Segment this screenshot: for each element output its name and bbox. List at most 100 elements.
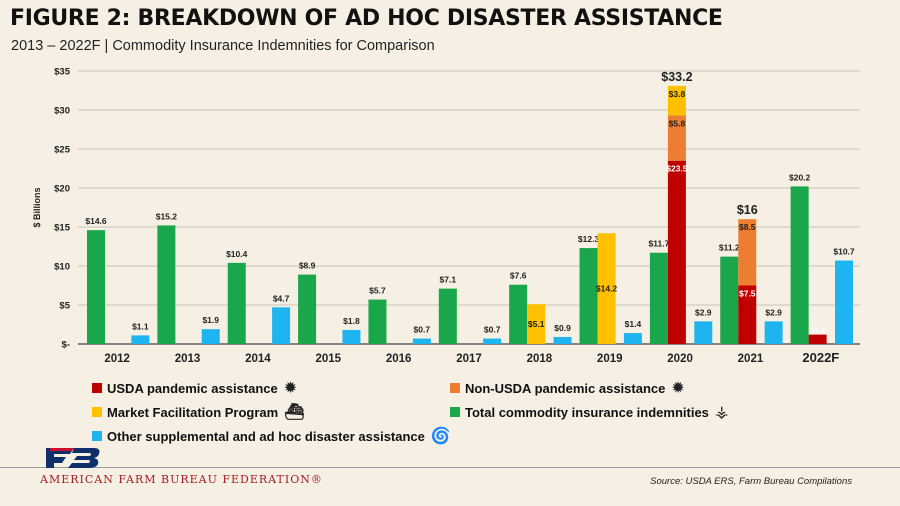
legend-swatch [450, 383, 460, 393]
y-tick-label: $20 [54, 184, 70, 195]
bar-usda_pandemic [808, 334, 827, 344]
bar-chart: $- $5 $10 $15 $20 $25 $30 $35 $ Billions $14.6 $1.… [32, 67, 860, 365]
legend-item-other: Other supplemental and ad hoc disaster a… [92, 426, 451, 446]
x-tick-label: 2017 [456, 353, 482, 365]
data-label: $0.9 [554, 323, 571, 333]
wheat-icon: ⚶ [714, 404, 729, 421]
data-label: $15.2 [156, 211, 178, 221]
data-label: $1.2 [810, 326, 825, 335]
bar-commodity [298, 274, 317, 344]
data-label: $7.5 [739, 289, 756, 299]
data-label: $7.1 [440, 275, 457, 285]
bar-other [553, 336, 572, 344]
organization-name: AMERICAN FARM BUREAU FEDERATION® [40, 473, 323, 486]
data-label: $4.7 [273, 293, 290, 303]
legend-label: USDA pandemic assistance [107, 380, 278, 396]
data-label: $14.2 [596, 284, 618, 294]
x-tick-label: 2020 [667, 353, 693, 365]
chart-title: FIGURE 2: BREAKDOWN OF AD HOC DISASTER A… [10, 6, 723, 31]
y-tick-label: $30 [54, 106, 70, 117]
bar-usda_pandemic [738, 285, 757, 344]
legend-swatch [92, 431, 102, 441]
bar-other [412, 338, 431, 344]
bar-commodity [368, 299, 387, 344]
data-label: $23.5 [666, 164, 688, 174]
x-tick-label: 2022F [802, 350, 839, 365]
footer-divider [0, 467, 900, 468]
data-label: $0.7 [484, 325, 501, 335]
chart-subtitle: 2013 – 2022F | Commodity Insurance Indem… [11, 38, 435, 54]
data-label: $2.9 [765, 307, 782, 317]
legend-label: Non-USDA pandemic assistance [465, 380, 666, 396]
bar-commodity [87, 230, 105, 344]
bar-mfp [667, 85, 686, 116]
y-tick-label: $25 [54, 145, 71, 156]
x-tick-label: 2014 [245, 353, 271, 365]
bar-mfp [597, 233, 616, 344]
data-label: $10.4 [226, 249, 248, 259]
bar-non_usda_pandemic [738, 219, 757, 286]
x-tick-label: 2016 [386, 353, 412, 365]
data-label: $5.1 [528, 319, 545, 329]
bar-other [694, 321, 713, 344]
data-label: $12.3 [578, 234, 600, 244]
bar-mfp [527, 304, 546, 344]
data-label: $5.7 [369, 286, 386, 296]
bar-other [342, 329, 361, 344]
y-tick-label: $15 [54, 223, 71, 234]
bar-commodity [509, 284, 528, 344]
data-label: $0.7 [414, 325, 431, 335]
bar-other [764, 321, 783, 344]
hurricane-icon: 🌀 [430, 428, 451, 445]
x-tick-label: 2012 [104, 353, 130, 365]
bar-other [201, 329, 220, 344]
x-tick-label: 2015 [315, 353, 341, 365]
bar-other [483, 338, 502, 344]
bar-commodity [790, 186, 809, 344]
data-label: $3.8 [669, 89, 686, 99]
bar-other [623, 333, 642, 344]
legend-item-usda_pandemic: USDA pandemic assistance ✹ [92, 378, 297, 398]
data-label: $14.6 [85, 216, 107, 226]
total-label: $33.2 [661, 70, 692, 84]
y-tick-label: $5 [59, 301, 70, 312]
data-label: $5.8 [669, 118, 686, 128]
bar-commodity [438, 288, 457, 344]
legend-label: Market Facilitation Program [107, 404, 279, 420]
data-label: $2.9 [695, 307, 712, 317]
data-label: $1.8 [343, 316, 360, 326]
y-axis-label: $ Billions [32, 187, 42, 227]
bar-other [835, 260, 853, 344]
data-label: $10.7 [833, 247, 855, 257]
legend-swatch [450, 407, 460, 417]
legend-item-commodity: Total commodity insurance indemnities ⚶ [450, 402, 729, 422]
data-label: $20.2 [789, 172, 811, 182]
virus-icon: ✹ [671, 380, 685, 397]
legend-swatch [92, 407, 102, 417]
x-tick-label: 2019 [597, 353, 623, 365]
y-tick-label: $- [62, 340, 70, 351]
legend-label: Other supplemental and ad hoc disaster a… [107, 428, 425, 444]
y-tick-label: $35 [54, 67, 71, 78]
data-label: $1.4 [625, 319, 642, 329]
bar-other [272, 307, 291, 344]
data-label: $1.1 [132, 321, 149, 331]
total-label: $16 [737, 203, 758, 217]
virus-icon: ✹ [283, 380, 298, 397]
fb-logo-icon [46, 448, 100, 468]
bar-commodity [720, 256, 739, 344]
cargo-ship-icon: ⛴ [284, 404, 305, 421]
data-label: $1.9 [202, 315, 219, 325]
data-label: $8.5 [739, 222, 756, 232]
x-tick-label: 2013 [175, 353, 201, 365]
legend-swatch [92, 383, 102, 393]
y-tick-label: $10 [54, 262, 70, 273]
bar-commodity [579, 248, 598, 344]
bar-usda_pandemic [667, 160, 686, 344]
source-note: Source: USDA ERS, Farm Bureau Compilatio… [650, 476, 852, 487]
bar-non_usda_pandemic [667, 115, 686, 161]
legend-item-non_usda_pandemic: Non-USDA pandemic assistance ✹ [450, 378, 685, 398]
x-tick-label: 2021 [738, 353, 764, 365]
legend-label: Total commodity insurance indemnities [465, 404, 709, 420]
data-label: $8.9 [299, 261, 316, 271]
